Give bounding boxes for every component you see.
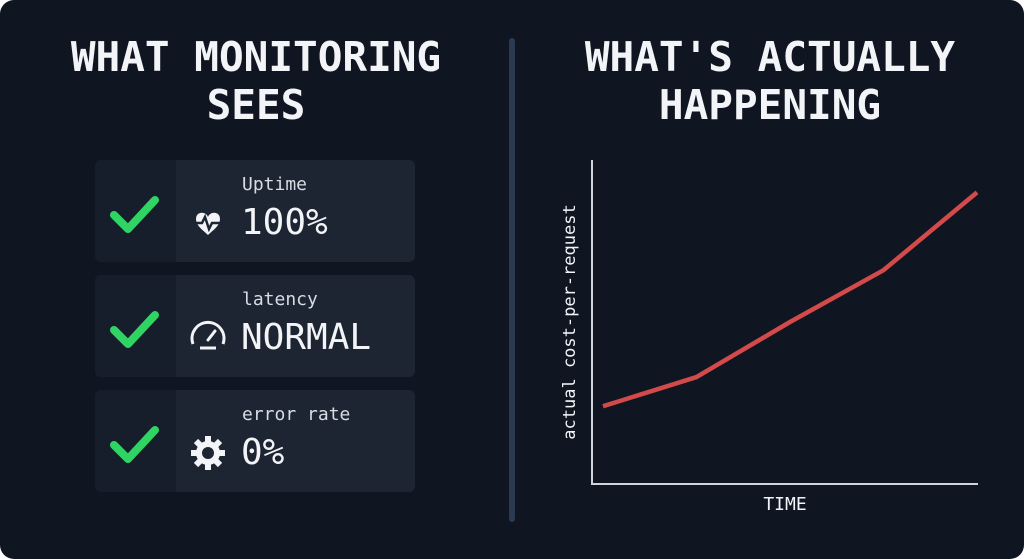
card: error rate 0% — [95, 390, 415, 492]
left-title-line: WHAT MONITORING — [71, 33, 441, 81]
check-icon — [110, 311, 159, 348]
card-value: NORMAL — [241, 317, 371, 358]
gear-teeth — [191, 436, 225, 470]
check-icon — [110, 426, 159, 463]
gauge-icon — [190, 321, 226, 345]
data-line — [602, 190, 979, 409]
card-value: 0% — [241, 432, 285, 473]
card: latency NORMAL — [95, 275, 415, 377]
right-title-line: WHAT'S ACTUALLY — [585, 33, 956, 81]
card-left — [95, 275, 176, 377]
card: Uptime 100% — [95, 160, 415, 262]
gear-icon — [196, 441, 220, 465]
divider — [509, 38, 515, 522]
x-axis-label: TIME — [763, 494, 806, 515]
cards: Uptime 100% latency NORMAL error rate 0% — [95, 160, 415, 492]
card-label: Uptime — [242, 174, 307, 195]
chart: actual cost-per-request TIME — [560, 160, 979, 515]
left-title-line: SEES — [207, 81, 306, 129]
gauge-needle — [206, 329, 217, 342]
card-label: error rate — [242, 404, 350, 425]
card-value: 100% — [241, 202, 328, 243]
card-left — [95, 390, 176, 492]
card-label: latency — [242, 289, 318, 310]
check-icon — [110, 196, 159, 233]
y-axis-label: actual cost-per-request — [560, 204, 580, 439]
right-title-line: HAPPENING — [659, 81, 881, 129]
pulse — [194, 213, 222, 233]
card-left — [95, 160, 176, 262]
